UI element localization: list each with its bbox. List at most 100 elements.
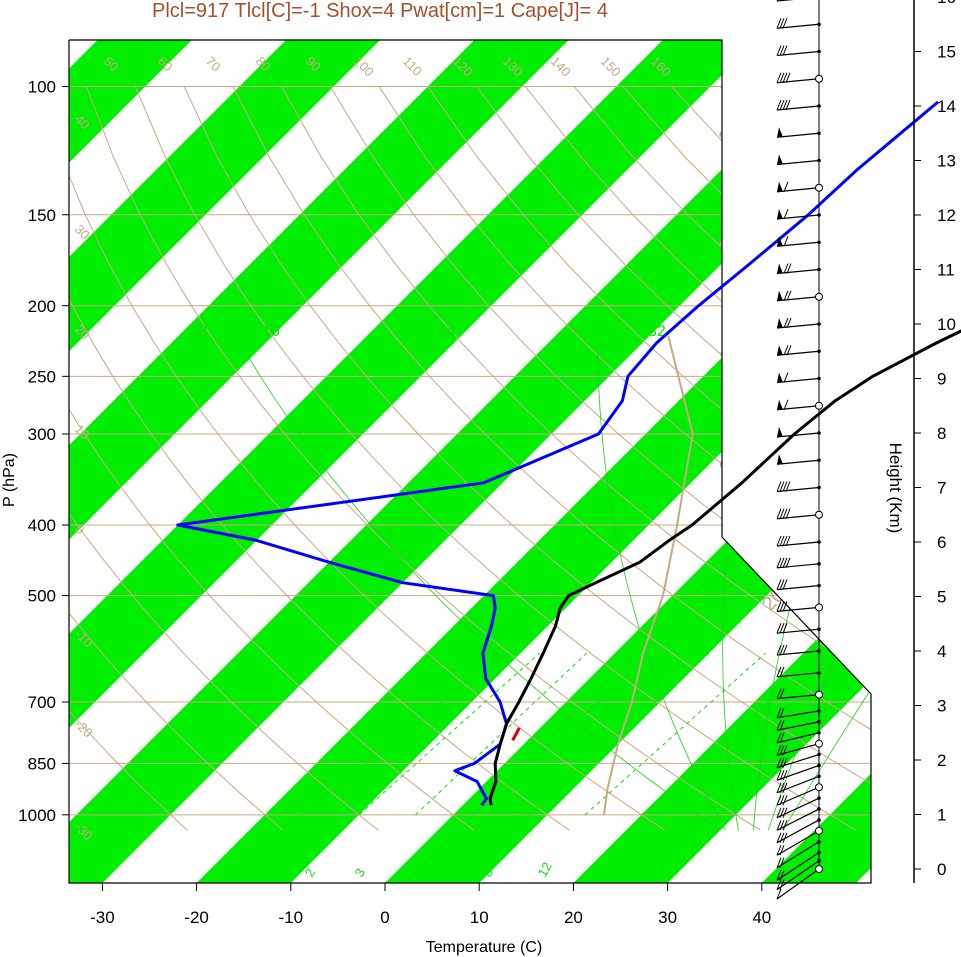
wind-level-dot: [817, 213, 821, 217]
wind-barb-shaft: [776, 0, 794, 2]
wind-level-dot: [817, 752, 821, 757]
height-tick-label: 6: [937, 533, 946, 552]
wind-barb-feather: [776, 720, 782, 731]
wind-level-dot: [817, 485, 821, 490]
chart-title: Plcl=917 Tlcl[C]=-1 Shox=4 Pwat[cm]=1 Ca…: [152, 0, 608, 22]
moist-adiabat: [782, 349, 871, 831]
wind-barb-feather: [779, 557, 785, 568]
wind-level-dot: [817, 240, 821, 245]
wind-barb-feather: [776, 757, 782, 768]
isotherm-band: [196, 40, 871, 883]
y-tick-label: 300: [28, 425, 56, 444]
wind-barb-feather: [783, 372, 789, 383]
wind-barb-shaft: [776, 405, 820, 411]
wind-barb-shaft: [776, 732, 820, 744]
wind-barb-feather: [782, 745, 788, 756]
wind-station-circle: [815, 739, 823, 748]
height-tick-label: 14: [937, 97, 956, 116]
wind-level-dot: [817, 583, 821, 588]
wind-barb-feather: [782, 782, 788, 793]
wind-station-circle: [815, 690, 823, 699]
wind-barb-feather: [779, 481, 785, 492]
wind-level-dot: [817, 540, 821, 544]
isotherm-band: [69, 40, 381, 883]
wind-barb-flag: [777, 454, 783, 465]
dry-adiabat: [183, 86, 871, 831]
wind-barb-feather: [779, 45, 785, 56]
theta-e-label: 12: [190, 323, 208, 340]
wind-barb-feather: [783, 263, 789, 274]
wind-barb-feather: [779, 820, 785, 831]
wind-barb-shaft: [776, 852, 820, 881]
wind-station-circle: [815, 292, 823, 301]
isotherm-band: [69, 40, 569, 883]
wind-barb-flag: [777, 154, 783, 165]
temperature-line: [488, 329, 961, 806]
mixing-ratio-label: 2: [302, 866, 319, 880]
y-tick-label: 850: [28, 754, 56, 773]
wind-barb-flag: [777, 236, 783, 247]
wind-barb-feather: [786, 290, 792, 301]
wind-barb-feather: [782, 481, 788, 492]
wind-barb-feather: [783, 317, 789, 329]
wind-barb-feather: [779, 832, 785, 843]
wind-level-dot: [817, 671, 821, 675]
wind-level-dot: [817, 720, 821, 724]
dry-adiabat: [378, 86, 871, 831]
height-tick-label: 2: [937, 751, 946, 770]
wind-barb-flag: [777, 318, 783, 328]
wind-level-dot: [817, 807, 821, 811]
wind-barb-feather: [776, 623, 782, 634]
dry-adiabat: [86, 86, 761, 831]
wind-barb-feather: [779, 807, 785, 818]
wind-barb-feather: [779, 688, 785, 699]
wind-barb-feather: [782, 557, 788, 568]
wind-barb-feather: [776, 845, 782, 856]
wind-level-dot: [817, 649, 821, 653]
wind-barb-feather: [776, 579, 782, 590]
x-tick-label: -30: [90, 908, 115, 927]
wind-barb-feather: [782, 832, 788, 843]
x-tick-label: 10: [470, 908, 489, 927]
wind-barb-feather: [779, 707, 785, 718]
y-tick-label: 150: [28, 206, 56, 225]
wind-barb-feather: [776, 820, 782, 831]
y-tick-label: 500: [28, 587, 56, 606]
wind-level-dot: [817, 458, 821, 463]
wind-barb-shaft: [776, 105, 820, 111]
wind-barb-feather: [782, 644, 788, 656]
wind-barb-feather: [776, 508, 782, 519]
wind-barb-feather: [782, 99, 788, 111]
dry-adiabat-label: 70: [203, 54, 224, 75]
wind-barb-flag: [777, 427, 783, 437]
wind-barb-shaft: [776, 486, 820, 493]
wind-barb-shaft: [776, 187, 820, 193]
wind-station-circle: [815, 401, 823, 410]
height-tick-label: 0: [937, 860, 946, 879]
wind-barb-feather: [779, 757, 785, 768]
isotherm-band: [573, 40, 871, 883]
dry-adiabat-label: 140: [548, 54, 574, 80]
wind-barb-feather: [783, 399, 789, 410]
wind-level-dot: [817, 376, 821, 381]
dry-adiabat: [329, 86, 871, 831]
height-tick-label: 10: [937, 315, 956, 334]
wind-station-circle: [815, 783, 823, 792]
moist-adiabat: [243, 349, 721, 831]
wind-level-dot: [817, 158, 821, 163]
plot-frame: [68, 39, 872, 884]
wind-barb-feather: [779, 644, 785, 656]
wind-barb-shaft: [776, 514, 820, 520]
wind-level-dot: [817, 709, 821, 713]
wind-barb-shaft: [776, 830, 820, 856]
dry-adiabat: [69, 86, 666, 831]
wind-level-dot: [817, 627, 821, 631]
wind-barb-feather: [776, 18, 782, 29]
wind-barb-feather: [776, 732, 782, 743]
wind-barb-shaft: [776, 628, 820, 634]
dry-adiabat: [69, 86, 475, 831]
wind-station-circle: [815, 603, 823, 612]
height-tick-label: 1: [937, 806, 946, 825]
wind-barb-shaft: [776, 377, 820, 384]
dry-adiabat: [69, 86, 379, 831]
